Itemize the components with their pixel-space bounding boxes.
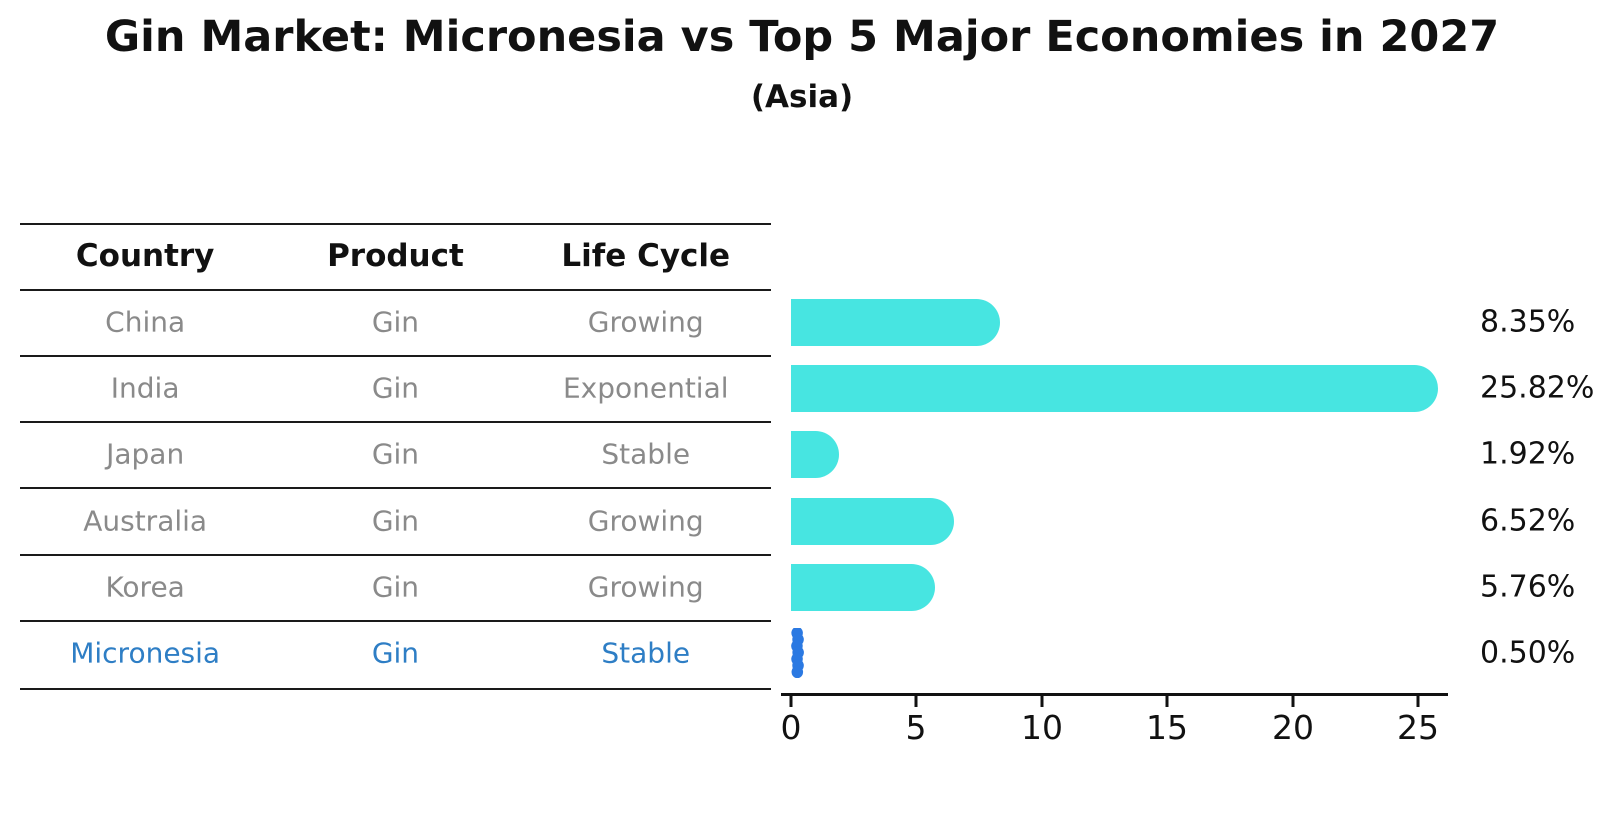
bar-australia bbox=[791, 498, 954, 545]
value-label-japan: 1.92% bbox=[1480, 436, 1576, 472]
table-row-india: India Gin Exponential bbox=[20, 372, 771, 405]
cell-country: India bbox=[110, 371, 180, 405]
x-axis-tick-label: 0 bbox=[780, 708, 802, 747]
column-header-product: Product bbox=[327, 238, 464, 274]
x-axis-tick-label: 20 bbox=[1272, 708, 1314, 747]
value-label-korea: 5.76% bbox=[1480, 569, 1576, 605]
cell-product: Gin bbox=[371, 636, 420, 670]
table-divider bbox=[20, 688, 771, 690]
cell-country: China bbox=[105, 305, 186, 339]
table-divider bbox=[20, 487, 771, 489]
cell-life-cycle: Growing bbox=[587, 570, 704, 604]
column-header-country: Country bbox=[75, 238, 215, 274]
bar-india bbox=[791, 365, 1438, 412]
x-axis-tick-label: 10 bbox=[1021, 708, 1063, 747]
cell-product: Gin bbox=[371, 437, 420, 471]
value-label-india: 25.82% bbox=[1480, 370, 1595, 406]
x-axis-line bbox=[781, 693, 1448, 696]
x-axis-tick bbox=[789, 694, 793, 707]
table-divider bbox=[20, 355, 771, 357]
table-divider bbox=[20, 554, 771, 556]
cell-country: Korea bbox=[105, 570, 185, 604]
x-axis-tick bbox=[1291, 694, 1295, 707]
x-axis-tick-label: 5 bbox=[905, 708, 927, 747]
cell-country: Japan bbox=[106, 437, 185, 471]
cell-life-cycle: Exponential bbox=[562, 371, 729, 405]
column-header-life-cycle: Life Cycle bbox=[561, 238, 731, 274]
table-row-japan: Japan Gin Stable bbox=[20, 438, 771, 471]
cell-product: Gin bbox=[371, 305, 420, 339]
table-divider bbox=[20, 289, 771, 291]
bar-china bbox=[791, 299, 1000, 346]
table-divider bbox=[20, 620, 771, 622]
table-divider bbox=[20, 223, 771, 225]
chart-subtitle: (Asia) bbox=[750, 79, 854, 115]
table-row-micronesia: Micronesia Gin Stable bbox=[20, 637, 771, 670]
table-row-australia: Australia Gin Growing bbox=[20, 505, 771, 538]
cell-country: Australia bbox=[83, 504, 208, 538]
x-axis-tick-label: 15 bbox=[1146, 708, 1188, 747]
value-label-australia: 6.52% bbox=[1480, 503, 1576, 539]
cell-product: Gin bbox=[371, 504, 420, 538]
cell-life-cycle: Growing bbox=[587, 305, 704, 339]
cell-product: Gin bbox=[371, 371, 420, 405]
x-axis-tick bbox=[1040, 694, 1044, 707]
table-header-row: Country Product Life Cycle bbox=[20, 238, 771, 274]
bar-micronesia bbox=[791, 628, 804, 678]
x-axis-tick bbox=[914, 694, 918, 707]
cell-country: Micronesia bbox=[70, 636, 221, 670]
sketchy-bar-glyph bbox=[791, 628, 804, 678]
value-label-china: 8.35% bbox=[1480, 304, 1576, 340]
cell-life-cycle: Growing bbox=[587, 504, 704, 538]
value-label-micronesia: 0.50% bbox=[1480, 635, 1576, 671]
bar-japan bbox=[791, 431, 839, 478]
cell-product: Gin bbox=[371, 570, 420, 604]
table-divider bbox=[20, 421, 771, 423]
x-axis-tick bbox=[1416, 694, 1420, 707]
cell-life-cycle: Stable bbox=[601, 437, 691, 471]
table-row-korea: Korea Gin Growing bbox=[20, 571, 771, 604]
x-axis-tick bbox=[1165, 694, 1169, 707]
bar-korea bbox=[791, 564, 935, 611]
x-axis-tick-label: 25 bbox=[1397, 708, 1439, 747]
table-row-china: China Gin Growing bbox=[20, 306, 771, 339]
cell-life-cycle: Stable bbox=[601, 636, 691, 670]
chart-title: Gin Market: Micronesia vs Top 5 Major Ec… bbox=[104, 12, 1500, 62]
